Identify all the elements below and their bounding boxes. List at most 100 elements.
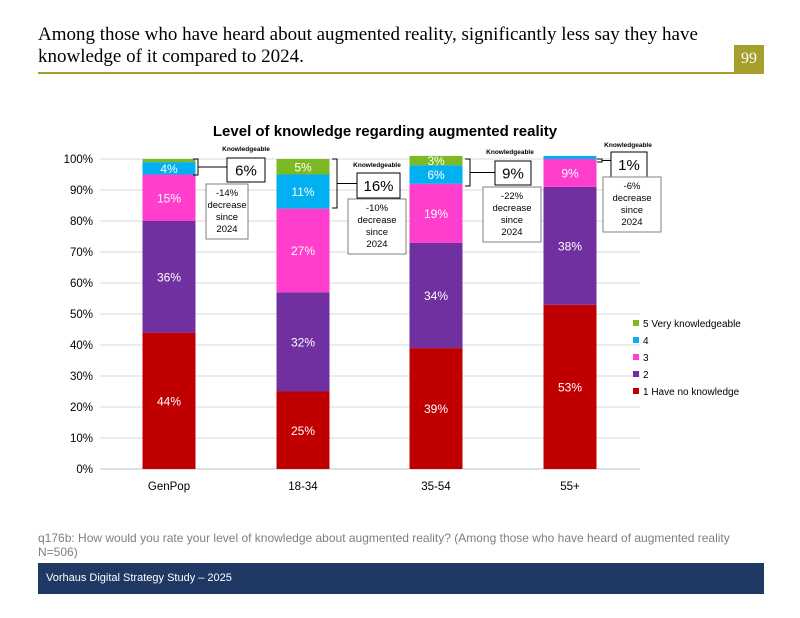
y-tick-label: 50%: [70, 309, 93, 321]
data-label: 11%: [291, 185, 314, 199]
knowledgeable-value: 9%: [502, 166, 524, 183]
change-text: decrease: [612, 193, 651, 204]
bracket-line: [597, 158, 603, 163]
y-tick-label: 100%: [64, 154, 93, 166]
bracket-line: [332, 158, 338, 209]
legend-swatch: [633, 337, 639, 343]
data-label: 3%: [427, 154, 445, 168]
x-tick-label: GenPop: [148, 481, 190, 493]
bar-segment: [543, 186, 597, 305]
data-label: 25%: [291, 424, 315, 438]
knowledgeable-header: Knowledgeable: [486, 149, 534, 156]
knowledgeable-value: 6%: [235, 163, 257, 180]
bar-segment: [409, 242, 463, 349]
legend-label: 2: [643, 370, 649, 381]
bar-segment: [276, 292, 330, 392]
data-label: 15%: [157, 191, 181, 205]
y-tick-label: 0%: [76, 464, 93, 476]
headline-divider: [38, 72, 764, 74]
data-label: 19%: [424, 207, 448, 221]
bar-segment: [409, 165, 463, 184]
change-text: since: [501, 215, 523, 226]
knowledgeable-header: Knowledgeable: [604, 142, 652, 149]
y-tick-label: 90%: [70, 185, 93, 197]
legend-label: 3: [643, 353, 649, 364]
x-tick-label: 18-34: [288, 481, 318, 493]
data-label: 9%: [561, 166, 579, 180]
bar-segment: [276, 174, 330, 209]
bar-segment: [409, 155, 463, 166]
change-text: decrease: [207, 200, 246, 211]
legend-swatch: [633, 320, 639, 326]
bar-segment: [142, 174, 196, 221]
change-text: since: [621, 205, 643, 216]
legend-swatch: [633, 354, 639, 360]
bracket-line: [465, 158, 471, 187]
change-box: [602, 176, 662, 233]
bar-segment: [543, 159, 597, 187]
change-text: -22%: [501, 191, 524, 202]
change-text: 2024: [621, 217, 642, 228]
bar-segment: [142, 162, 196, 175]
change-text: since: [216, 212, 238, 223]
legend-label: 1 Have no knowledge: [643, 387, 740, 398]
page-number: 99: [734, 45, 764, 73]
bar-segment: [142, 221, 196, 333]
bar-segment: [142, 332, 196, 469]
change-text: decrease: [492, 203, 531, 214]
chart-title: Level of knowledge regarding augmented r…: [213, 123, 558, 140]
knowledgeable-header: Knowledgeable: [222, 146, 270, 153]
change-text: decrease: [357, 215, 396, 226]
knowledgeable-value-box: [226, 157, 266, 183]
change-text: -10%: [366, 203, 389, 214]
knowledgeable-value: 16%: [363, 178, 393, 195]
legend-swatch: [633, 371, 639, 377]
y-tick-label: 30%: [70, 371, 93, 383]
change-box: [347, 198, 407, 255]
change-text: 2024: [501, 227, 522, 238]
data-label: 6%: [427, 168, 445, 182]
bar-segment: [276, 391, 330, 469]
page-headline: Among those who have heard about augment…: [38, 24, 698, 67]
data-label: 39%: [424, 402, 448, 416]
change-text: -14%: [216, 188, 239, 199]
data-label: 53%: [558, 380, 582, 394]
knowledgeable-value-box: [494, 160, 532, 186]
change-box: [205, 183, 249, 240]
bar-segment: [409, 183, 463, 243]
question-footnote: q176b: How would you rate your level of …: [38, 531, 730, 559]
legend-label: 4: [643, 336, 649, 347]
change-box: [482, 186, 542, 243]
bar-segment: [409, 348, 463, 469]
y-tick-label: 70%: [70, 247, 93, 259]
y-tick-label: 80%: [70, 216, 93, 228]
data-label: 32%: [291, 335, 315, 349]
data-label: 44%: [157, 394, 181, 408]
bar-segment: [276, 159, 330, 175]
knowledgeable-header: Knowledgeable: [353, 162, 401, 169]
stacked-bar-chart: Level of knowledge regarding augmented r…: [64, 123, 742, 493]
change-text: 2024: [366, 239, 387, 250]
change-text: 2024: [216, 224, 237, 235]
data-label: 38%: [558, 239, 582, 253]
change-text: since: [366, 227, 388, 238]
y-tick-label: 20%: [70, 402, 93, 414]
legend-label: 5 Very knowledgeable: [643, 319, 741, 330]
x-tick-label: 35-54: [421, 481, 451, 493]
bar-segment: [142, 159, 196, 163]
y-tick-label: 60%: [70, 278, 93, 290]
bar-segment: [276, 208, 330, 293]
knowledgeable-value: 1%: [618, 157, 640, 174]
x-tick-label: 55+: [560, 481, 580, 493]
y-tick-label: 10%: [70, 433, 93, 445]
change-text: -6%: [624, 181, 641, 192]
knowledgeable-value-box: [356, 172, 401, 199]
footer-bar: Vorhaus Digital Strategy Study – 2025: [38, 563, 764, 594]
data-label: 34%: [424, 289, 448, 303]
bar-segment: [543, 155, 597, 159]
data-label: 36%: [157, 270, 181, 284]
y-tick-label: 40%: [70, 340, 93, 352]
footer-text: Vorhaus Digital Strategy Study – 2025: [46, 572, 232, 584]
data-label: 5%: [294, 160, 312, 174]
data-label: 4%: [160, 162, 178, 176]
